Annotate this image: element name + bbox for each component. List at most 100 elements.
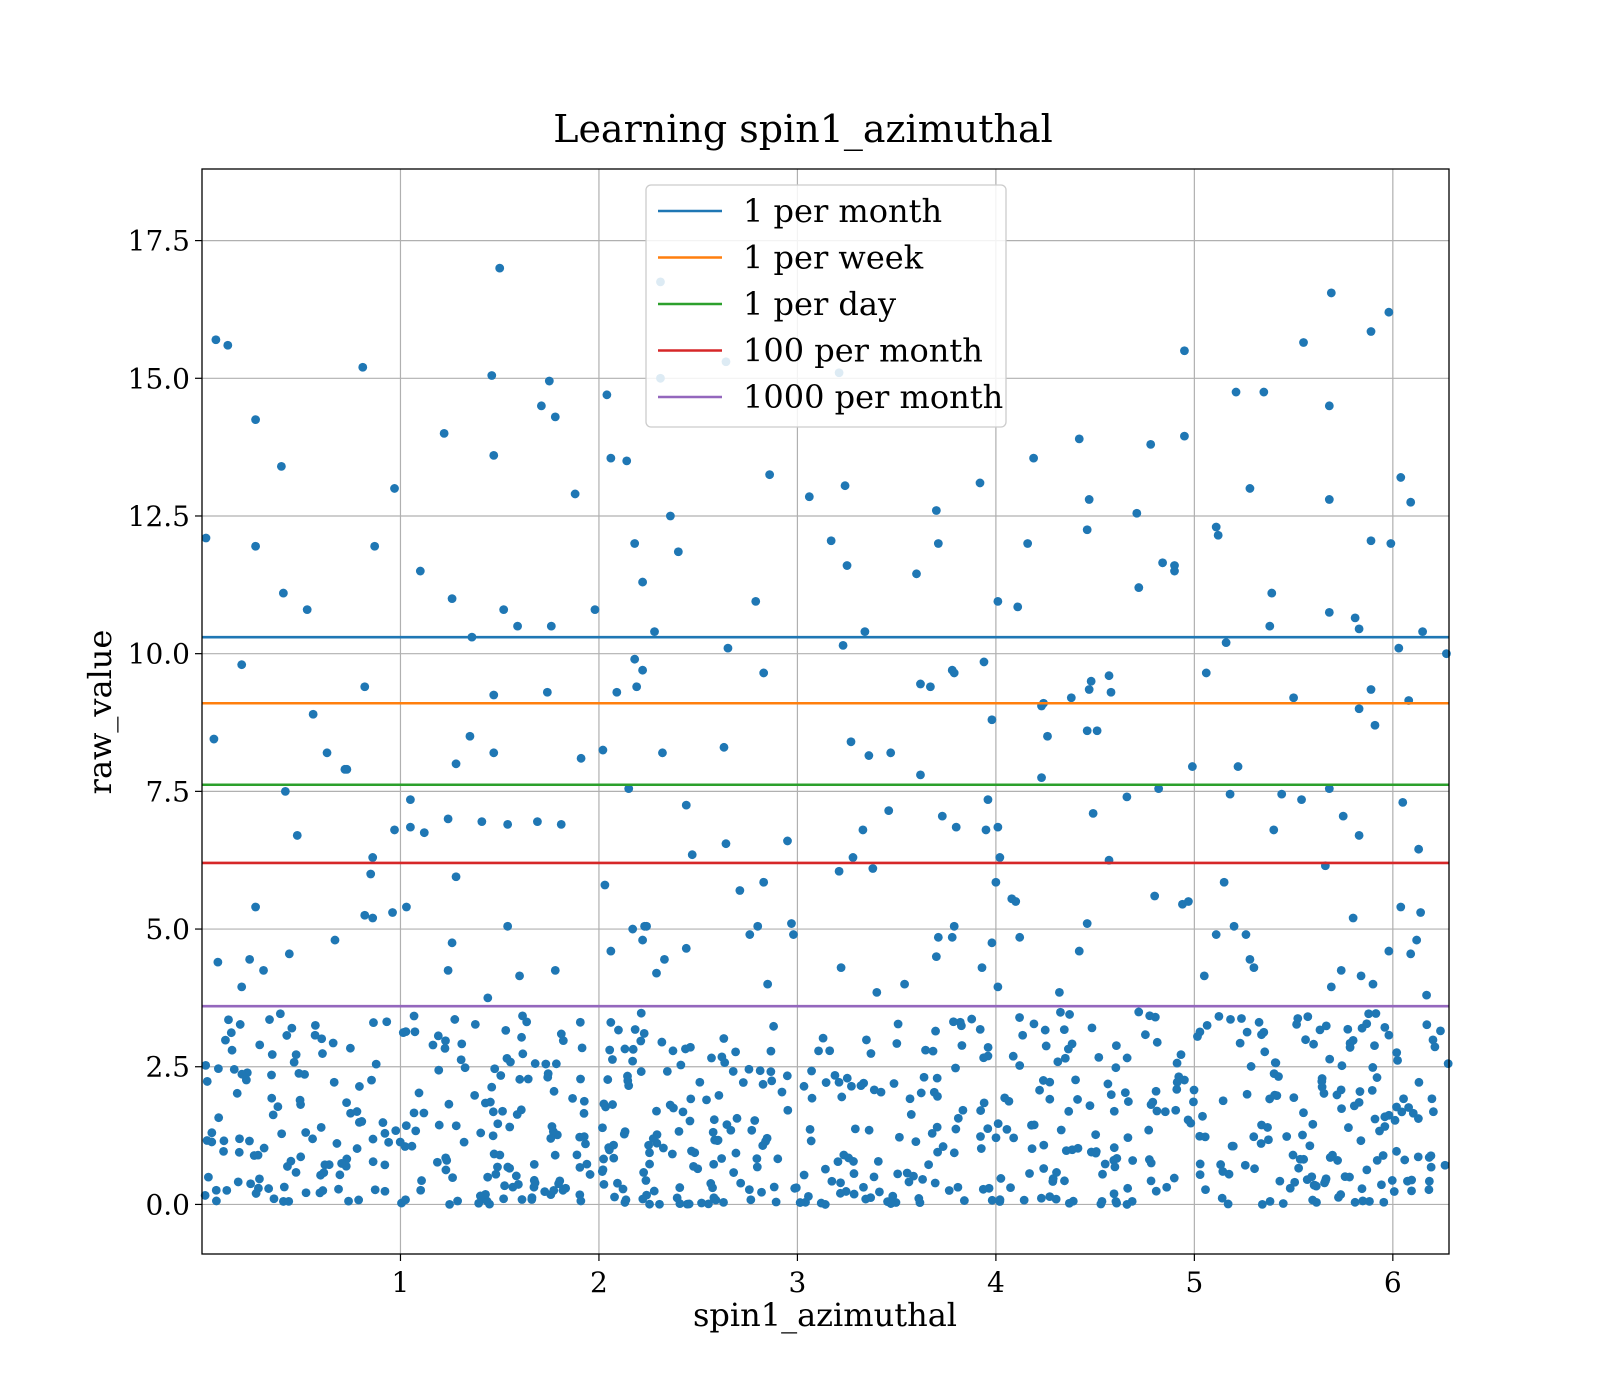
scatter-point xyxy=(1128,1156,1138,1165)
scatter-point xyxy=(621,1195,631,1205)
scatter-point xyxy=(599,1099,609,1109)
scatter-point xyxy=(919,1072,929,1082)
scatter-point xyxy=(219,1136,229,1146)
scatter-point xyxy=(668,1046,678,1056)
scatter-point xyxy=(1195,1170,1205,1180)
scatter-point xyxy=(487,1082,497,1092)
scatter-point xyxy=(931,952,941,961)
scatter-point xyxy=(1066,693,1076,703)
scatter-point xyxy=(932,1073,942,1083)
y-axis-label: raw_value xyxy=(81,630,119,795)
scatter-point xyxy=(991,877,1001,887)
y-tick-label: 5.0 xyxy=(145,913,190,946)
scatter-point xyxy=(1189,1085,1199,1095)
scatter-point xyxy=(229,1064,239,1074)
scatter-point xyxy=(850,1124,860,1134)
scatter-point xyxy=(292,831,302,840)
scatter-point xyxy=(457,1039,467,1049)
scatter-point xyxy=(384,1137,394,1147)
scatter-point xyxy=(618,1184,628,1194)
scatter-point xyxy=(308,1134,317,1144)
scatter-point xyxy=(296,1152,306,1162)
scatter-point xyxy=(576,1196,586,1206)
scatter-point xyxy=(783,836,792,846)
scatter-point xyxy=(1265,1196,1275,1206)
scatter-point xyxy=(1195,1159,1205,1169)
scatter-point xyxy=(1354,704,1364,714)
scatter-point xyxy=(1152,1037,1162,1047)
scatter-point xyxy=(805,1124,815,1134)
scatter-point xyxy=(451,872,461,882)
scatter-point xyxy=(1357,1184,1367,1194)
scatter-point xyxy=(512,1110,522,1119)
scatter-point xyxy=(1219,877,1229,887)
scatter-point xyxy=(612,687,622,697)
scatter-point xyxy=(1088,808,1098,818)
scatter-point xyxy=(1418,627,1428,637)
scatter-point xyxy=(451,1121,461,1131)
scatter-point xyxy=(1109,1143,1119,1153)
scatter-point xyxy=(496,1071,506,1080)
scatter-point xyxy=(1162,1182,1172,1192)
scatter-point xyxy=(287,1023,297,1033)
scatter-point xyxy=(1309,1039,1318,1049)
scatter-point xyxy=(836,963,846,973)
scatter-point xyxy=(1436,1026,1445,1036)
scatter-point xyxy=(993,1119,1003,1129)
scatter-point xyxy=(530,1059,540,1068)
scatter-point xyxy=(483,1172,493,1182)
scatter-point xyxy=(1103,1079,1113,1089)
scatter-point xyxy=(1380,1112,1390,1122)
scatter-point xyxy=(979,1098,989,1108)
scatter-point xyxy=(237,982,247,992)
scatter-point xyxy=(681,800,691,810)
scatter-point xyxy=(1241,930,1251,939)
x-tick-label: 6 xyxy=(1384,1266,1402,1299)
scatter-point xyxy=(1294,1163,1304,1173)
scatter-point xyxy=(227,1045,237,1055)
scatter-point xyxy=(825,1046,835,1056)
scatter-point xyxy=(1106,687,1116,697)
scatter-point xyxy=(1396,902,1406,912)
scatter-point xyxy=(1345,1172,1354,1182)
scatter-point xyxy=(1134,1007,1144,1017)
scatter-point xyxy=(1290,1177,1300,1187)
scatter-point xyxy=(1084,685,1094,694)
scatter-point xyxy=(685,1116,695,1126)
scatter-point xyxy=(678,1107,688,1117)
scatter-point xyxy=(686,1094,696,1104)
scatter-point xyxy=(223,340,233,350)
scatter-point xyxy=(301,1188,311,1198)
y-tick-label: 2.5 xyxy=(145,1051,190,1084)
scatter-point xyxy=(1027,1120,1036,1130)
scatter-point xyxy=(503,1162,513,1172)
scatter-point xyxy=(1389,1187,1399,1196)
scatter-point xyxy=(1104,671,1114,681)
scatter-point xyxy=(579,1108,589,1118)
scatter-point xyxy=(632,682,642,692)
scatter-point xyxy=(1218,1167,1228,1176)
scatter-point xyxy=(1027,1144,1037,1154)
scatter-point xyxy=(736,1178,746,1188)
scatter-point xyxy=(1082,525,1092,535)
scatter-point xyxy=(1184,897,1193,906)
scatter-point xyxy=(630,539,640,548)
scatter-point xyxy=(835,1188,845,1198)
scatter-point xyxy=(707,1053,716,1063)
scatter-point xyxy=(443,814,453,824)
scatter-point xyxy=(1275,1176,1285,1186)
scatter-point xyxy=(441,1165,451,1175)
scatter-point xyxy=(1059,1025,1069,1035)
scatter-point xyxy=(606,1018,616,1027)
scatter-point xyxy=(245,1136,254,1146)
scatter-point xyxy=(876,1087,886,1097)
scatter-point xyxy=(1407,1186,1416,1196)
scatter-point xyxy=(925,682,935,692)
scatter-point xyxy=(1045,1094,1055,1104)
scatter-point xyxy=(550,412,560,422)
scatter-point xyxy=(1211,522,1221,532)
scatter-point xyxy=(983,1042,993,1052)
scatter-point xyxy=(1111,1197,1121,1206)
scatter-point xyxy=(367,1075,376,1085)
scatter-point xyxy=(1146,439,1156,449)
